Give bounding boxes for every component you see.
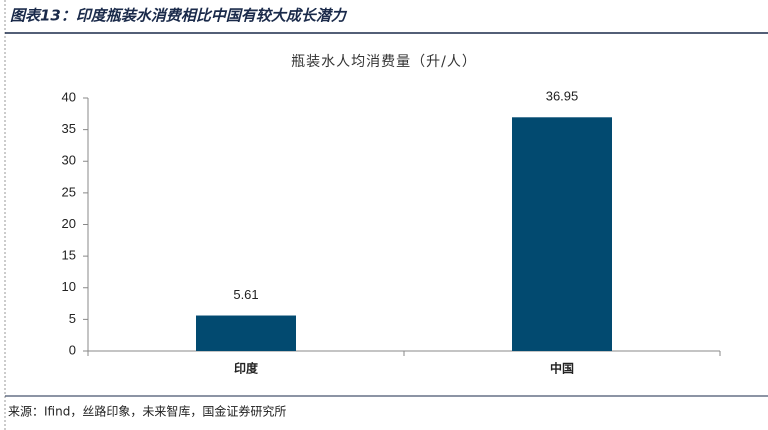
y-tick-label: 20 [62,216,76,231]
data-label: 5.61 [233,287,258,302]
chart-title: 瓶装水人均消费量（升/人） [291,54,477,70]
y-tick-label: 0 [69,342,76,357]
y-tick-label: 40 [62,89,76,104]
figure-title: 图表13：印度瓶装水消费相比中国有较大成长潜力 [10,7,348,25]
source: 来源：Ifind，丝路印象，未来智库，国金证券研究所 [8,404,286,419]
y-tick-label: 15 [62,248,76,263]
x-tick-label: 印度 [234,361,259,376]
y-tick-label: 5 [69,311,76,326]
bar [512,117,612,351]
data-label: 36.95 [546,89,579,104]
x-tick-label: 中国 [550,361,574,376]
bar [196,315,296,351]
y-tick-label: 35 [62,121,76,136]
y-tick-label: 30 [62,153,76,168]
y-tick-label: 25 [62,184,76,199]
y-tick-label: 10 [62,279,76,294]
